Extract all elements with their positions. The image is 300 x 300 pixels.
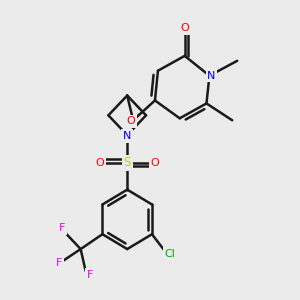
Text: O: O [180, 23, 189, 33]
Text: F: F [58, 223, 65, 233]
Text: F: F [56, 258, 62, 268]
Text: O: O [127, 116, 136, 126]
Text: O: O [95, 158, 104, 168]
Text: F: F [86, 270, 93, 280]
Text: O: O [151, 158, 159, 168]
Text: N: N [207, 71, 216, 81]
Text: Cl: Cl [164, 249, 175, 259]
Text: N: N [123, 131, 131, 141]
Text: S: S [124, 156, 131, 170]
